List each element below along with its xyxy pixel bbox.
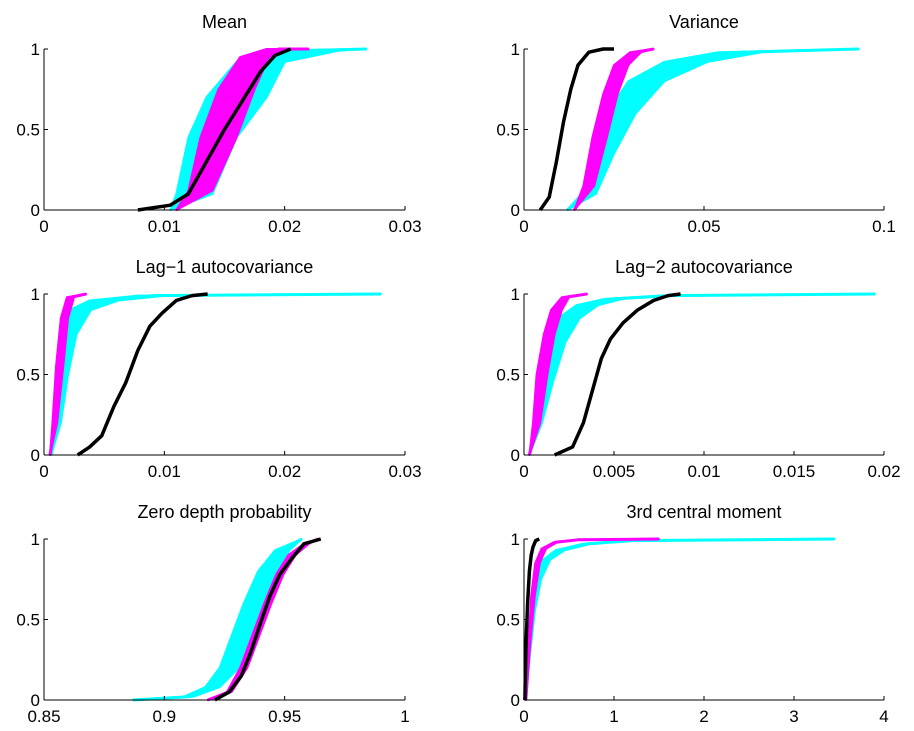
subplot-1: Mean 0 0.01 0.02 0.03 0 0.5 1 <box>16 12 421 236</box>
y-tick-label: 0.5 <box>16 366 40 385</box>
x-tick-label: 0.015 <box>773 462 816 481</box>
subplot-title: Mean <box>202 12 247 32</box>
y-tick-label: 0 <box>511 201 520 220</box>
y-tick-label: 0.5 <box>496 121 520 140</box>
subplot-title: 3rd central moment <box>626 502 781 522</box>
x-tick-label: 1 <box>400 707 409 726</box>
series-line-3 <box>538 47 614 212</box>
y-tick-label: 0.5 <box>496 611 520 630</box>
x-tick-label: 0 <box>519 462 528 481</box>
subplot-6: 3rd central moment 0 1 2 3 4 0 0.5 1 <box>496 502 888 726</box>
x-tick-label: 0 <box>519 217 528 236</box>
y-tick-label: 0 <box>31 691 40 710</box>
series-line-2 <box>48 292 87 456</box>
x-tick-label: 0.01 <box>687 462 720 481</box>
x-tick-label: 0.85 <box>27 707 60 726</box>
x-tick-label: 0 <box>39 217 48 236</box>
y-tick-label: 1 <box>31 530 40 549</box>
y-tick-label: 1 <box>31 285 40 304</box>
series-line-2 <box>175 47 309 212</box>
series-line-2 <box>524 537 660 701</box>
series-line-2 <box>527 292 588 456</box>
x-tick-label: 2 <box>699 707 708 726</box>
subplot-title: Lag−1 autocovariance <box>136 257 314 277</box>
series-band-1 <box>132 538 303 701</box>
x-tick-label: 0.1 <box>872 217 896 236</box>
subplot-5: Zero depth probability 0.85 0.9 0.95 1 0 0.5 1 <box>16 502 409 726</box>
x-tick-label: 0.9 <box>153 707 177 726</box>
x-tick-label: 0 <box>39 462 48 481</box>
x-tick-label: 0 <box>519 707 528 726</box>
series-line-1 <box>132 537 303 702</box>
y-tick-label: 0 <box>31 201 40 220</box>
series-line-3 <box>214 537 322 702</box>
x-tick-label: 0.005 <box>593 462 636 481</box>
series-line-3 <box>523 537 541 701</box>
y-tick-label: 0 <box>31 446 40 465</box>
x-tick-label: 3 <box>789 707 798 726</box>
y-tick-label: 1 <box>511 530 520 549</box>
y-tick-label: 0.5 <box>496 366 520 385</box>
y-tick-label: 1 <box>511 40 520 59</box>
series-band-1 <box>50 293 382 456</box>
y-tick-label: 0 <box>511 691 520 710</box>
subplot-title: Variance <box>669 12 739 32</box>
series-line-3 <box>137 47 292 212</box>
y-tick-label: 0.5 <box>16 611 40 630</box>
y-tick-label: 0 <box>511 446 520 465</box>
series-line-2 <box>573 47 654 211</box>
x-tick-label: 0.03 <box>388 462 421 481</box>
subplot-4: Lag−2 autocovariance 0 0.005 0.01 0.015 0.02 0… <box>496 257 900 481</box>
x-tick-label: 4 <box>879 707 888 726</box>
series-line-1 <box>524 537 835 701</box>
y-tick-label: 0.5 <box>16 121 40 140</box>
subplot-2: Variance 0 0.05 0.1 0 0.5 1 <box>496 12 895 236</box>
x-tick-label: 0.02 <box>268 462 301 481</box>
subplot-title: Zero depth probability <box>137 502 311 522</box>
x-tick-label: 0.03 <box>388 217 421 236</box>
subplot-3: Lag−1 autocovariance 0 0.01 0.02 0.03 0 0.5 1 <box>16 257 421 481</box>
x-tick-label: 0.05 <box>687 217 720 236</box>
x-tick-label: 0.02 <box>867 462 900 481</box>
series-line-3 <box>76 292 208 457</box>
y-tick-label: 1 <box>511 285 520 304</box>
series-band-1 <box>524 538 836 701</box>
y-tick-label: 1 <box>31 40 40 59</box>
x-tick-label: 0.01 <box>148 462 181 481</box>
x-tick-label: 0.02 <box>268 217 301 236</box>
x-tick-label: 1 <box>609 707 618 726</box>
series-line-1 <box>49 292 381 456</box>
x-tick-label: 0.95 <box>268 707 301 726</box>
series-line-3 <box>553 292 681 457</box>
subplot-title: Lag−2 autocovariance <box>615 257 793 277</box>
x-tick-label: 0.01 <box>148 217 181 236</box>
